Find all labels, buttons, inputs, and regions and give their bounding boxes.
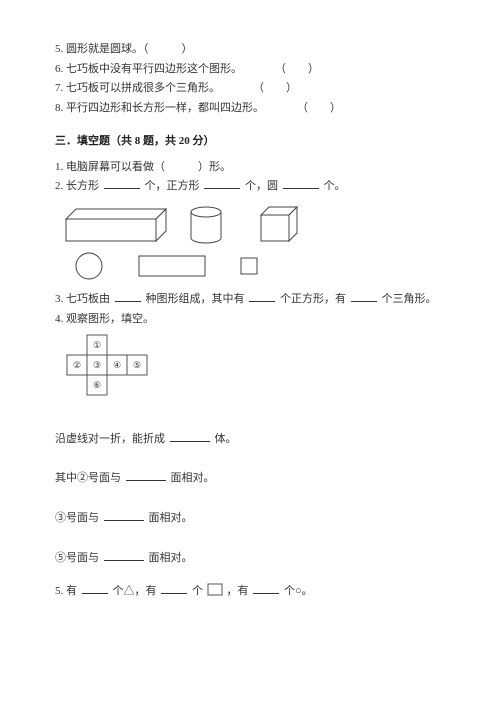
q5-text-c: 个: [192, 585, 203, 597]
q4b-text-a: 其中②号面与: [55, 472, 121, 484]
blank: [249, 290, 275, 302]
fill-q5: 5. 有 个△，有 个 ，有 个○。: [55, 582, 445, 601]
shapes-figure: [61, 204, 445, 284]
fill-q4b: 其中②号面与 面相对。: [55, 469, 445, 488]
svg-text:①: ①: [93, 340, 101, 350]
q3-text-a: 3. 七巧板由: [55, 293, 110, 305]
q2-text-b: 个，正方形: [145, 180, 203, 192]
blank: [351, 290, 377, 302]
fill-q2: 2. 长方形 个，正方形 个，圆 个。: [55, 177, 445, 196]
svg-text:⑤: ⑤: [133, 360, 141, 370]
q3-text-c: 个正方形，有: [280, 293, 346, 305]
tf-q6: 6. 七巧板中没有平行四边形这个图形。 （ ）: [55, 60, 445, 79]
blank: [170, 430, 210, 442]
blank: [104, 177, 140, 189]
q5-text-e: 个○。: [284, 585, 313, 597]
tf-q7: 7. 七巧板可以拼成很多个三角形。 （ ）: [55, 79, 445, 98]
q4a-text-a: 沿虚线对一折，能折成: [55, 433, 165, 445]
q4d-text-a: ⑤号面与: [55, 552, 99, 564]
tf-q8: 8. 平行四边形和长方形一样，都叫四边形。 （ ）: [55, 99, 445, 118]
cross-net-figure: ① ② ③ ④ ⑤ ⑥: [63, 333, 445, 408]
q2-text-d: 个。: [324, 180, 346, 192]
blank: [115, 290, 141, 302]
fill-q4c: ③号面与 面相对。: [55, 509, 445, 528]
small-rect-icon: [206, 583, 224, 597]
blank: [161, 582, 187, 594]
q3-text-b: 种图形组成，其中有: [146, 293, 245, 305]
q5-text-d: ，有: [227, 585, 249, 597]
section-3-title: 三．填空题（共 8 题，共 20 分）: [55, 132, 445, 148]
shapes-svg: [61, 204, 321, 284]
svg-text:④: ④: [113, 360, 121, 370]
q4d-text-b: 面相对。: [149, 552, 193, 564]
q3-text-d: 个三角形。: [382, 293, 437, 305]
fill-q3: 3. 七巧板由 种图形组成，其中有 个正方形，有 个三角形。: [55, 290, 445, 309]
blank: [253, 582, 279, 594]
blank: [283, 177, 319, 189]
fill-q4d: ⑤号面与 面相对。: [55, 549, 445, 568]
svg-text:⑥: ⑥: [93, 380, 101, 390]
q4c-text-a: ③号面与: [55, 512, 99, 524]
fill-q1: 1. 电脑屏幕可以看做（ ）形。: [55, 158, 445, 177]
q5-text-a: 5. 有: [55, 585, 77, 597]
blank: [204, 177, 240, 189]
q4b-text-b: 面相对。: [171, 472, 215, 484]
q2-text-a: 2. 长方形: [55, 180, 102, 192]
svg-text:②: ②: [73, 360, 81, 370]
blank: [104, 549, 144, 561]
blank: [104, 509, 144, 521]
cross-svg: ① ② ③ ④ ⑤ ⑥: [63, 333, 163, 403]
q5-text-b: 个△，有: [113, 585, 157, 597]
blank: [82, 582, 108, 594]
q2-text-c: 个，圆: [245, 180, 281, 192]
svg-text:③: ③: [93, 360, 101, 370]
q4c-text-b: 面相对。: [149, 512, 193, 524]
tf-q5: 5. 圆形就是圆球。（ ）: [55, 40, 445, 59]
blank: [126, 469, 166, 481]
fill-q4a: 沿虚线对一折，能折成 体。: [55, 430, 445, 449]
fill-q4: 4. 观察图形，填空。: [55, 310, 445, 329]
q4a-text-b: 体。: [215, 433, 237, 445]
